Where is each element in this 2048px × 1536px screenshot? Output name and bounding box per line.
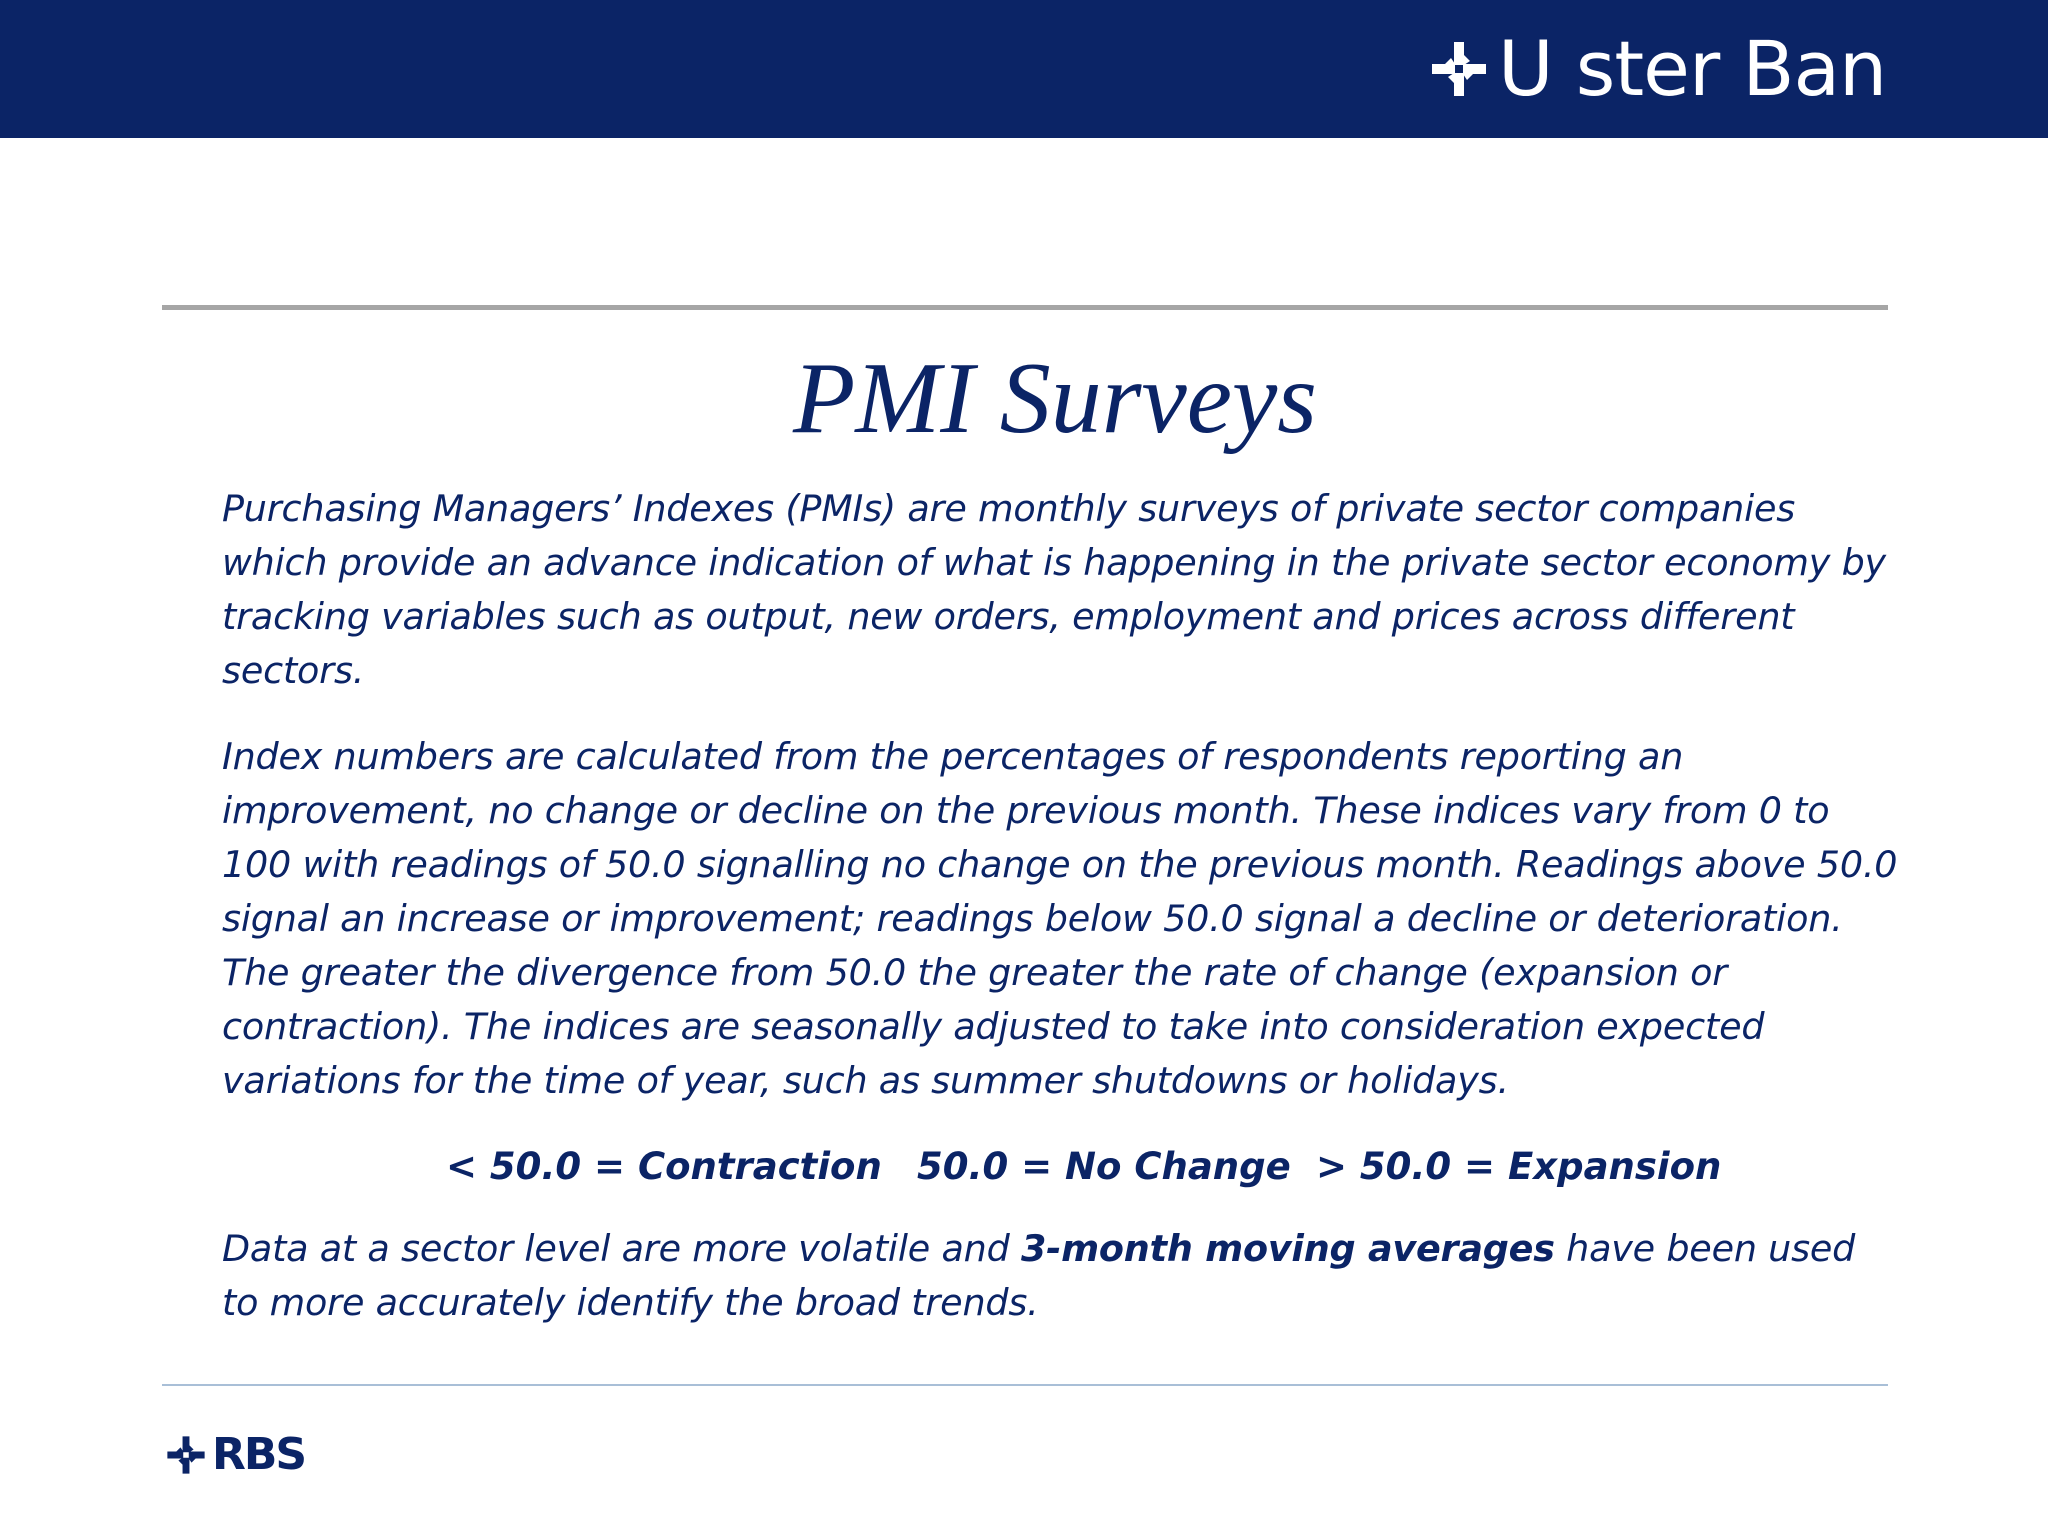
- daisy-wheel-icon: [167, 1436, 205, 1474]
- page-title: PMI Surveys: [793, 342, 1317, 455]
- brand-logo: U ster Ban: [1430, 24, 1887, 113]
- footer-logo: RBS: [166, 1429, 307, 1480]
- closing-text-after: have been used to more accurately identi…: [222, 1227, 1856, 1324]
- legend-expansion: > 50.0 = Expansion: [1316, 1145, 1722, 1188]
- method-paragraph: Index numbers are calculated from the pe…: [222, 735, 1898, 1102]
- closing-text-emphasis: 3-month moving averages: [1020, 1227, 1555, 1270]
- intro-paragraph: Purchasing Managers’ Indexes (PMIs) are …: [222, 487, 1886, 692]
- legend-no-change: 50.0 = No Change: [917, 1145, 1291, 1188]
- top-divider: [162, 305, 1888, 310]
- header-band: U ster Ban: [0, 0, 2048, 138]
- legend-contraction: < 50.0 = Contraction: [446, 1145, 882, 1188]
- closing-text-before: Data at a sector level are more volatile…: [222, 1227, 1021, 1270]
- brand-name: U ster Ban: [1498, 24, 1887, 113]
- footer-brand-name: RBS: [212, 1429, 307, 1480]
- index-legend: < 50.0 = Contraction 50.0 = No Change > …: [222, 1140, 1902, 1194]
- closing-paragraph: Data at a sector level are more volatile…: [222, 1222, 1902, 1330]
- daisy-wheel-icon: [1432, 42, 1486, 96]
- bottom-divider: [162, 1384, 1888, 1386]
